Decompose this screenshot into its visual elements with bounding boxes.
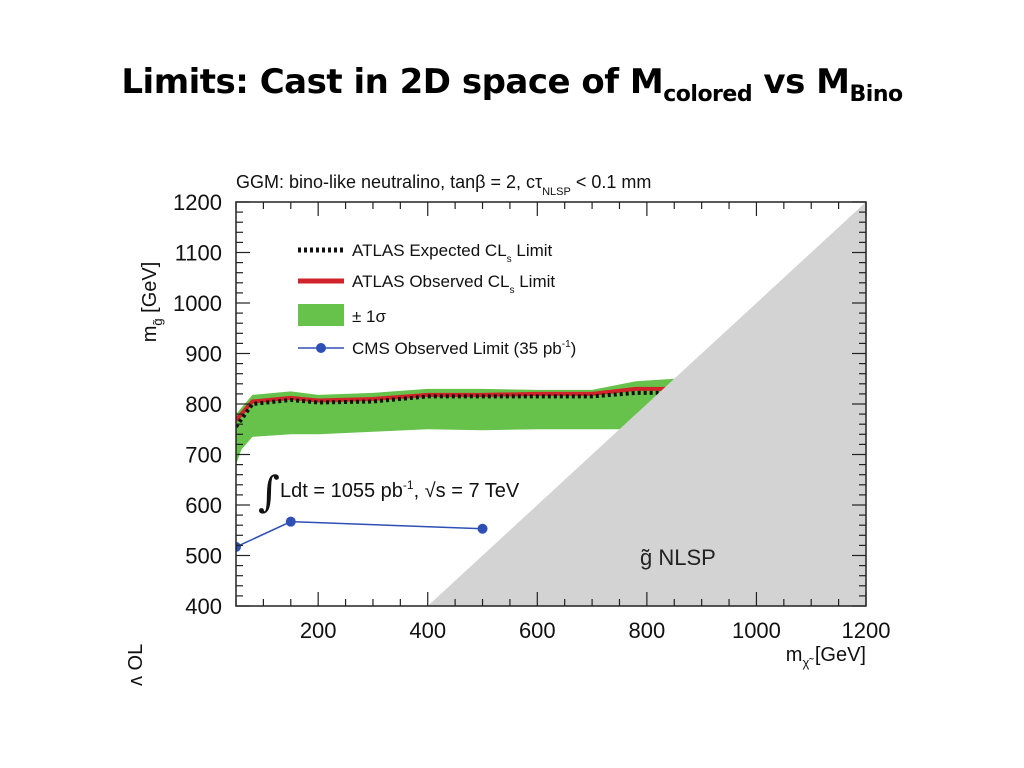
y-tick-label: 600	[185, 493, 222, 518]
observed-limit-line	[236, 386, 675, 422]
legend-label-observed: ATLAS Observed CLs Limit	[352, 272, 555, 296]
legend-label-band: ± 1σ	[352, 307, 387, 326]
y-tick-label: 400	[185, 594, 222, 619]
plot-content	[236, 202, 866, 606]
y-tick-label: 1200	[173, 190, 222, 215]
y-tick-label: 800	[185, 392, 222, 417]
cms-limit-line	[236, 520, 483, 548]
title-subscript-bino: Bino	[849, 82, 904, 107]
x-tick-label: 1200	[842, 618, 891, 643]
axis-tick-labels: 200 400 600 800 1000 1200 400 500 600 700 800 900 10…	[173, 190, 890, 643]
excluded-region	[427, 202, 866, 606]
cms-limit-point	[285, 516, 296, 527]
x-tick-label: 1000	[732, 618, 781, 643]
x-tick-label: 400	[409, 618, 446, 643]
slide-title: Limits: Cast in 2D space of Mcolored vs …	[0, 62, 1024, 107]
axis-ticks	[235, 201, 867, 607]
title-subscript-colored: colored	[663, 82, 753, 107]
y-tick-label: 900	[185, 342, 222, 367]
cms-limit-point	[236, 541, 241, 552]
luminosity-annotation: Ldt = 1055 pb-1, √s = 7 TeV	[280, 478, 520, 502]
integral-sign: ∫	[258, 467, 280, 516]
y-tick-label: 700	[185, 443, 222, 468]
cms-limit-point	[477, 523, 488, 534]
legend-swatch-cms-marker	[316, 343, 326, 353]
legend-swatch-band	[298, 304, 344, 326]
title-main: Limits: Cast in 2D space of M	[121, 62, 664, 102]
x-tick-label: 600	[519, 618, 556, 643]
title-mid: vs M	[752, 62, 850, 102]
y-axis-title: mg̃ [GeV]	[139, 262, 165, 343]
x-tick-label: 800	[629, 618, 666, 643]
legend-label-cms: CMS Observed Limit (35 pb-1)	[352, 339, 576, 358]
legend-label-expected: ATLAS Expected CLs Limit	[352, 241, 553, 265]
chart-header: GGM: bino-like neutralino, tanβ = 2, cτN…	[236, 172, 651, 198]
x-axis-title: mχ̃ [GeV]	[786, 644, 866, 670]
y-tick-label: 1000	[173, 291, 222, 316]
cropped-offpage-text: ᴧ OL	[125, 644, 147, 686]
y-tick-label: 500	[185, 544, 222, 569]
legend: ATLAS Expected CLs Limit ATLAS Observed …	[298, 241, 576, 358]
region-label-gluino-nlsp: g̃ NLSP	[640, 545, 716, 570]
x-tick-label: 200	[300, 618, 337, 643]
y-tick-label: 1100	[175, 241, 222, 266]
